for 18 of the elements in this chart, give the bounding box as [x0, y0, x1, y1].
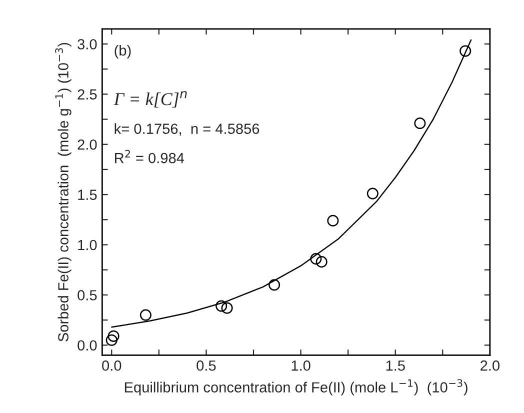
annotation: Γ = k[C]$^{n}$	[114, 91, 187, 108]
y-tick-label: 0.5	[78, 290, 97, 300]
y-tick-label: 1.0	[78, 240, 97, 250]
x-tick-label: 0.0	[102, 360, 122, 371]
y-tick-label: 1.5	[78, 190, 97, 200]
x-tick-label: 1.5	[386, 360, 405, 371]
x-tick-label: 1.0	[292, 360, 310, 371]
y-tick-label: 0.0	[78, 340, 97, 351]
annotation: k= 0.1756, n = 4.5856	[114, 123, 260, 136]
x-tick-label: 2.0	[480, 360, 500, 371]
x-tick-label: 0.5	[196, 360, 216, 371]
annotation: (b)	[114, 44, 131, 59]
x-axis-title: Equillibrium concentration of Fe(II) (mole L$^{−1}$) (10$^{−3}$)	[124, 379, 468, 396]
y-tick-label: 2.0	[78, 139, 97, 150]
y-axis-title: Sorbed Fe(II) concentration (mole g$^{−1}$) (10$^{−3}$)	[55, 43, 72, 342]
annotation: R$^{2}$ = 0.984	[115, 150, 184, 164]
y-tick-label: 2.5	[78, 89, 97, 100]
y-tick-label: 3.0	[78, 39, 97, 50]
